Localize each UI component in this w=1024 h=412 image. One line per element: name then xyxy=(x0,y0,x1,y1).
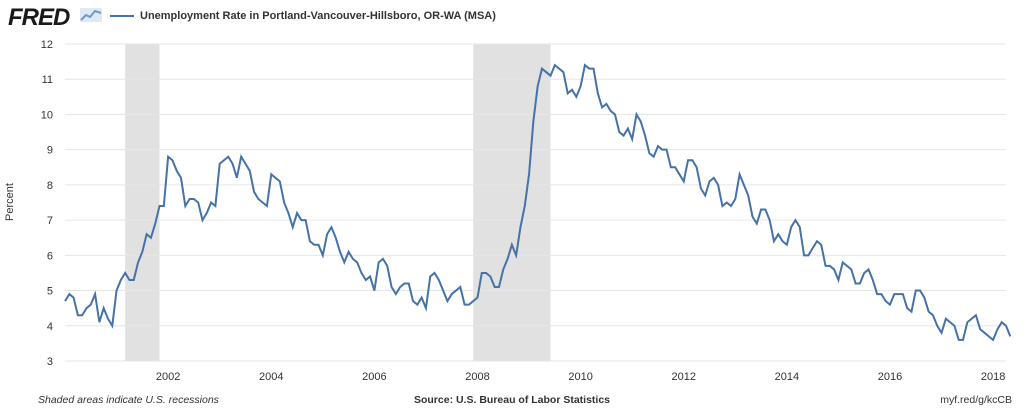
short-url[interactable]: myf.red/g/kcCB xyxy=(940,394,1012,406)
x-axis-ticks: 2002 2004 2006 2008 2010 2012 2014 2016 2018 xyxy=(156,371,1005,383)
x-tick-label: 2010 xyxy=(568,371,592,383)
recession-band xyxy=(125,44,160,361)
recession-band xyxy=(473,44,551,361)
x-tick-label: 2002 xyxy=(156,371,180,383)
x-tick-label: 2014 xyxy=(775,371,799,383)
legend-swatch xyxy=(110,15,134,17)
fred-logo[interactable]: FRED xyxy=(8,4,70,31)
x-tick-label: 2016 xyxy=(878,371,902,383)
chart-legend: Unemployment Rate in Portland-Vancouver-… xyxy=(110,10,496,22)
y-tick-label: 4 xyxy=(47,321,53,333)
chart-line-icon xyxy=(80,8,102,22)
recession-note: Shaded areas indicate U.S. recessions xyxy=(38,394,219,406)
y-tick-label: 3 xyxy=(47,356,53,368)
grid-lines xyxy=(65,43,1006,362)
series-line xyxy=(64,63,1012,342)
x-tick-label: 2008 xyxy=(465,371,489,383)
chart-header: FRED Unemployment Rate in Portland-Vanco… xyxy=(0,0,1024,36)
y-axis-ticks: 3 4 5 6 7 8 9 10 11 12 xyxy=(41,39,53,368)
x-tick-label: 2018 xyxy=(981,371,1005,383)
recession-bands xyxy=(125,44,551,361)
x-tick-label: 2012 xyxy=(671,371,695,383)
y-tick-label: 6 xyxy=(47,250,53,262)
y-tick-label: 10 xyxy=(41,109,53,121)
source-text: Source: U.S. Bureau of Labor Statistics xyxy=(413,394,611,406)
y-tick-label: 7 xyxy=(47,215,53,227)
x-tick-label: 2004 xyxy=(259,371,283,383)
chart-footer: Source: U.S. Bureau of Labor Statistics … xyxy=(0,394,1024,410)
y-tick-label: 9 xyxy=(47,145,53,157)
y-tick-label: 12 xyxy=(41,39,53,51)
legend-label: Unemployment Rate in Portland-Vancouver-… xyxy=(140,10,496,22)
y-tick-label: 11 xyxy=(42,74,53,86)
y-tick-label: 8 xyxy=(47,180,53,192)
x-tick-label: 2006 xyxy=(362,371,386,383)
y-tick-label: 5 xyxy=(47,286,53,298)
